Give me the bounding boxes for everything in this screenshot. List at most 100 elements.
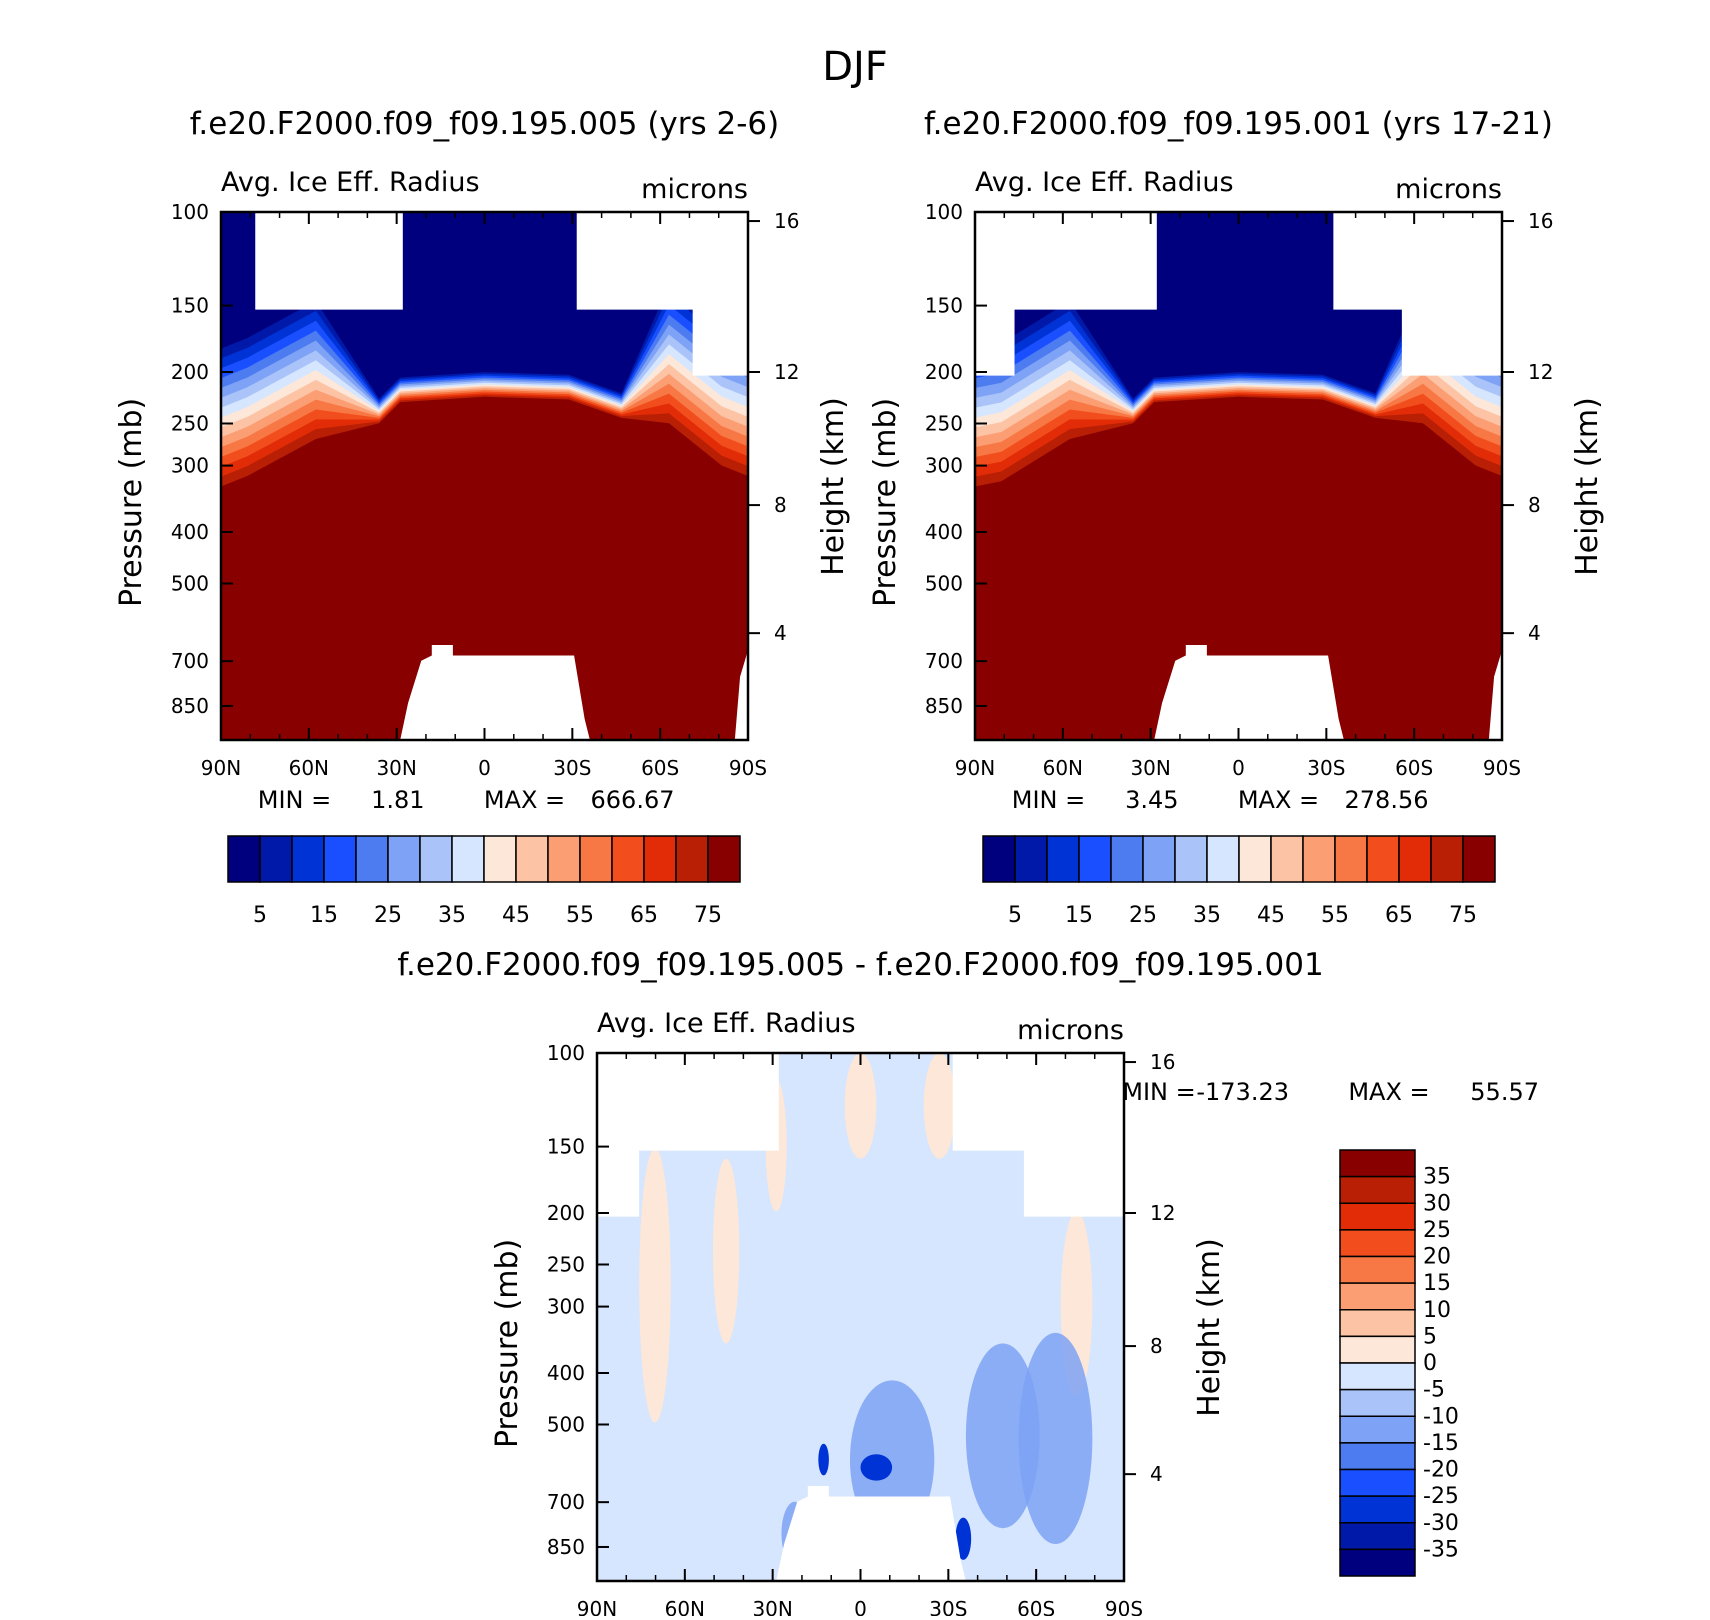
y-tick-label: 150 [547,1135,585,1159]
missing-data-region [1154,644,1344,740]
y-axis: 100 150 200 250 300 400 500 700 850 Pressure (mb) [114,200,233,718]
colorbar-label: 5 [1008,903,1022,928]
missing-data-region [597,1053,779,1217]
x-tick-label: 60N [665,1597,705,1616]
page-title: DJF [822,44,888,90]
colorbar-swatch [291,835,325,883]
contour-layer [955,1517,972,1560]
colorbar-swatch [1339,1335,1416,1364]
x-tick-label: 30N [376,756,416,780]
colorbar-label: 75 [1449,903,1477,928]
missing-data-region [952,1053,1124,1217]
colorbar-swatch [1339,1468,1416,1497]
colorbar-label: -15 [1423,1431,1459,1456]
missing-data-region [576,212,748,376]
colorbar-swatch [1462,835,1496,883]
missing-data-region [776,1485,966,1581]
colorbar-swatch [1339,1309,1416,1338]
colorbar-swatch [1206,835,1240,883]
colorbar-label: 15 [1065,903,1093,928]
colorbar-swatch [1110,835,1144,883]
y-tick-label: 300 [925,454,963,478]
colorbar-swatch [1339,1522,1416,1551]
y-tick-label: 500 [547,1412,585,1436]
y-tick-label: 400 [547,1361,585,1385]
y-right-tick-label: 16 [774,209,799,233]
colorbar-label: 5 [1423,1324,1437,1349]
x-tick-label: 90N [955,756,995,780]
x-tick-label: 30S [1307,756,1345,780]
colorbar-label: -20 [1423,1458,1459,1483]
x-tick-label: 90S [1105,1597,1143,1616]
contour-layer [712,1158,740,1344]
min-value: -173.23 [1196,1078,1289,1106]
missing-data-region [1333,212,1502,376]
y-axis-label: Pressure (mb) [868,398,903,607]
colorbar-swatch [611,835,645,883]
colorbar-swatch [1046,835,1080,883]
colorbar-swatch [1014,835,1048,883]
y-axis-right: 16 12 8 4 Height (km) [748,209,851,645]
contour-layer [844,1053,877,1159]
y-right-tick-label: 8 [774,493,787,517]
colorbar-swatch [982,835,1016,883]
y-tick-label: 100 [925,200,963,224]
y-tick-label: 250 [171,412,209,436]
missing-data-region [400,644,590,740]
x-tick-label: 0 [854,1597,867,1616]
colorbar-label: -30 [1423,1511,1459,1536]
y-right-axis-label: Height (km) [816,397,851,576]
colorbar-swatch [227,835,261,883]
y-tick-label: 700 [547,1490,585,1514]
min-max-readout: MIN = 1.81 MAX = 666.67 [258,786,675,814]
x-tick-label: 90S [729,756,767,780]
y-tick-label: 500 [171,571,209,595]
y-right-tick-label: 4 [1150,1462,1163,1486]
panel-run-001: f.e20.F2000.f09_f09.195.001 (yrs 17-21) A… [868,106,1605,928]
x-axis: 90N 60N 30N 0 30S 60S 90S [955,212,1521,780]
min-max-readout: MIN = -173.23 MAX = 55.57 [1122,1078,1539,1106]
colorbar-label: 25 [1423,1218,1451,1243]
contour-field [975,212,1502,740]
colorbar-label: 5 [253,903,267,928]
missing-data-region [255,212,403,310]
y-tick-label: 200 [171,360,209,384]
x-tick-label: 90N [577,1597,617,1616]
y-axis-label: Pressure (mb) [490,1239,525,1448]
y-right-tick-label: 12 [774,360,799,384]
colorbar-swatch [579,835,613,883]
x-tick-label: 90S [1483,756,1521,780]
min-value: 1.81 [371,786,424,814]
x-tick-label: 30N [752,1597,792,1616]
x-tick-label: 30S [553,756,591,780]
min-max-readout: MIN = 3.45 MAX = 278.56 [1012,786,1429,814]
y-axis-right: 16 12 8 4 Height (km) [1502,209,1605,645]
colorbar-swatch [1142,835,1176,883]
x-tick-label: 0 [478,756,491,780]
panel-units: microns [641,174,748,205]
panel-title: f.e20.F2000.f09_f09.195.005 (yrs 2-6) [190,106,780,142]
y-tick-label: 500 [925,571,963,595]
panel-subtitle: Avg. Ice Eff. Radius [597,1008,856,1039]
colorbar-label: 65 [630,903,658,928]
y-right-tick-label: 8 [1150,1334,1163,1358]
max-label: MAX = [1348,1078,1429,1106]
colorbar-label: -35 [1423,1537,1459,1562]
panel-units: microns [1017,1015,1124,1046]
y-tick-label: 300 [171,454,209,478]
colorbar-swatch [1430,835,1464,883]
contour-layer [975,396,1502,740]
contour-layer [639,1148,671,1423]
y-tick-label: 400 [925,520,963,544]
colorbar-swatch [1339,1442,1416,1471]
contour-layer [860,1454,893,1481]
colorbar-swatch [1339,1229,1416,1258]
x-tick-label: 60S [1395,756,1433,780]
missing-data-region [975,212,1157,376]
colorbar-swatch [1339,1149,1416,1178]
x-tick-label: 60N [289,756,329,780]
y-tick-label: 250 [925,412,963,436]
missing-data-region [1488,650,1502,740]
y-tick-label: 100 [171,200,209,224]
